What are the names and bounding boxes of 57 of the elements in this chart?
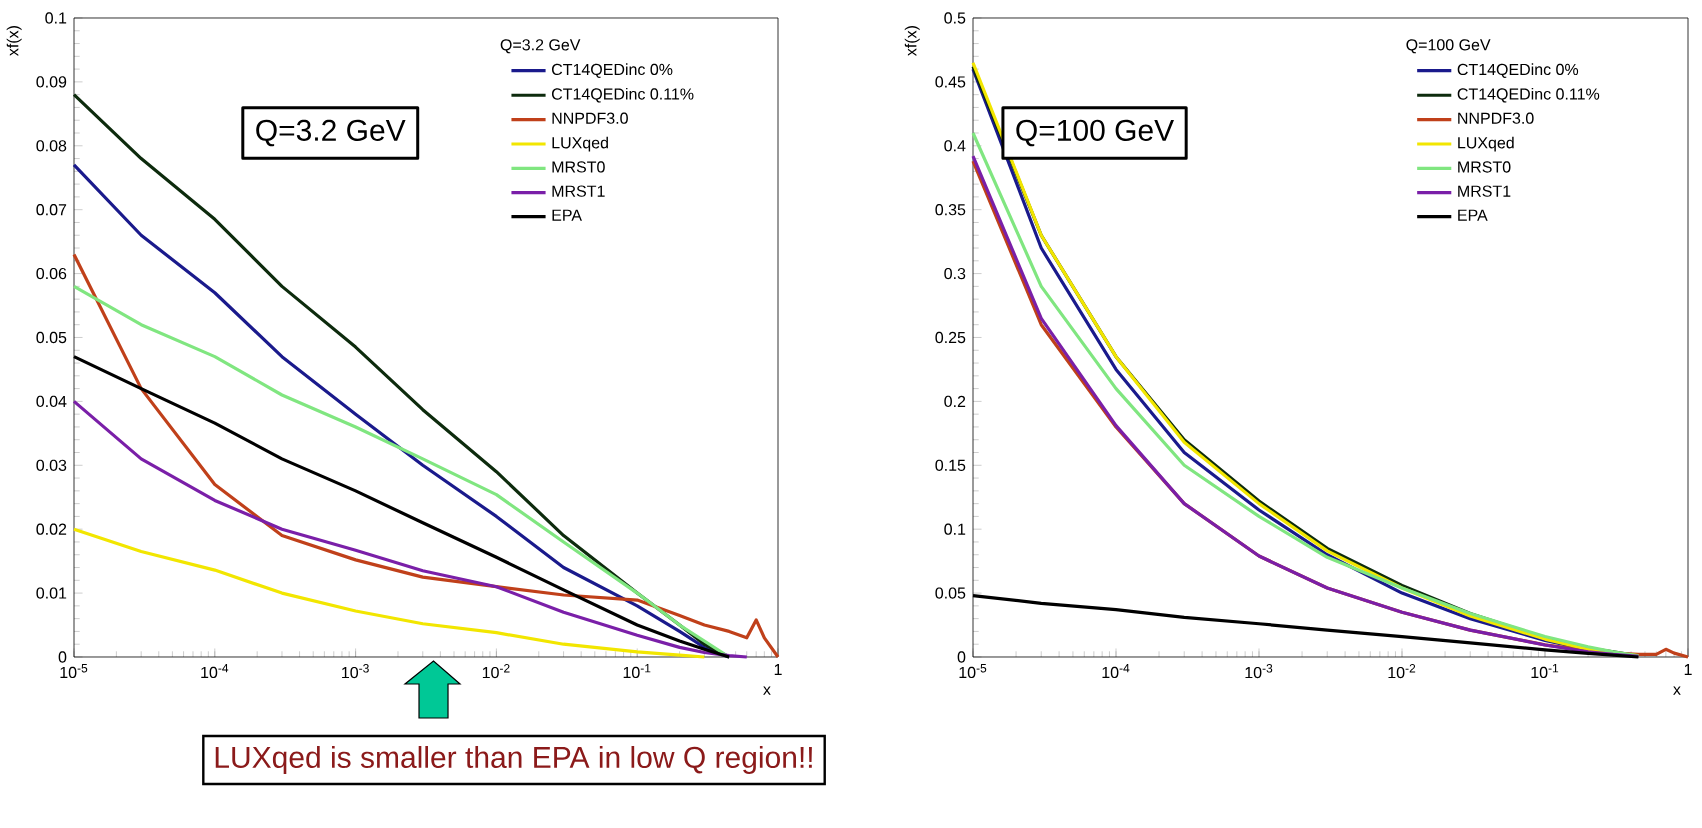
x-tick-label: 1	[774, 664, 782, 676]
x-tick-label: 1	[1684, 664, 1692, 676]
y-tick-label: 0.08	[36, 140, 67, 152]
y-tick-label: 0.45	[935, 76, 966, 88]
legend-label: MRST1	[552, 185, 605, 197]
x-tick-label: 10$^{-4}$	[1102, 664, 1130, 679]
y-axis-title: xf(x)	[6, 26, 22, 56]
y-tick-label: 0.1	[944, 523, 966, 535]
y-tick-label: 0.06	[36, 267, 67, 280]
x-axis-title: x	[763, 686, 771, 695]
x-tick-label: 10$^{-5}$	[60, 664, 88, 679]
y-tick-label: 0.02	[36, 523, 67, 535]
x-tick-label: 10$^{-1}$	[623, 664, 651, 679]
y-tick-label: 0	[58, 651, 67, 663]
legend-label: CT14QEDinc 0.11%	[1457, 87, 1600, 103]
legend-label: EPA	[552, 209, 582, 221]
legend-label: CT14QEDinc 0%	[552, 63, 673, 78]
legend-label: CT14QEDinc 0.11%	[552, 87, 694, 103]
y-tick-label: 0.01	[36, 587, 67, 599]
y-tick-label: 0.05	[36, 331, 67, 344]
legend-title: Q=3.2 GeV	[500, 39, 581, 54]
y-tick-label: 0.25	[935, 331, 966, 344]
x-tick-label: 10$^{-1}$	[1531, 664, 1559, 679]
x-tick-label: 10$^{-2}$	[1388, 664, 1416, 679]
y-axis-title: xf(x)	[904, 26, 920, 56]
y-tick-label: 0.35	[935, 204, 966, 216]
y-tick-label: 0.07	[36, 204, 67, 216]
legend-label: CT14QEDinc 0%	[1457, 63, 1579, 78]
legend-label: LUXqed	[1458, 136, 1514, 152]
y-tick-label: 0.5	[944, 12, 966, 24]
y-tick-label: 0	[957, 651, 966, 663]
y-tick-label: 0.05	[935, 587, 966, 599]
x-tick-label: 10$^{-3}$	[342, 664, 369, 679]
legend-label: EPA	[1458, 209, 1488, 221]
y-tick-label: 0.4	[944, 140, 966, 152]
x-tick-label: 10$^{-5}$	[959, 664, 987, 679]
x-axis-title: x	[1673, 686, 1681, 695]
y-tick-label: 0.03	[36, 459, 67, 471]
x-tick-label: 10$^{-3}$	[1245, 664, 1273, 679]
y-tick-label: 0.04	[36, 395, 67, 408]
x-tick-label: 10$^{-2}$	[482, 664, 510, 679]
legend-label: NNPDF3.0	[552, 112, 628, 124]
y-tick-label: 0.1	[45, 12, 67, 24]
y-tick-label: 0.2	[944, 395, 966, 408]
annotation: Q=100 GeV	[1016, 119, 1174, 147]
x-tick-label: 10$^{-4}$	[201, 664, 229, 679]
legend-label: MRST0	[552, 161, 605, 173]
y-tick-label: 0.3	[944, 267, 966, 280]
y-tick-label: 0.15	[935, 459, 966, 471]
legend-label: NNPDF3.0	[1458, 112, 1534, 124]
legend-label: MRST0	[1458, 161, 1511, 173]
legend-label: MRST1	[1458, 185, 1511, 197]
text: LUXqed is smaller than EPA in low Q region!!	[215, 746, 812, 774]
legend-title: Q=100 GeV	[1406, 39, 1491, 54]
annotation: Q=3.2 GeV	[256, 119, 406, 147]
y-tick-label: 0.09	[36, 76, 67, 88]
legend-label: LUXqed	[552, 136, 608, 152]
